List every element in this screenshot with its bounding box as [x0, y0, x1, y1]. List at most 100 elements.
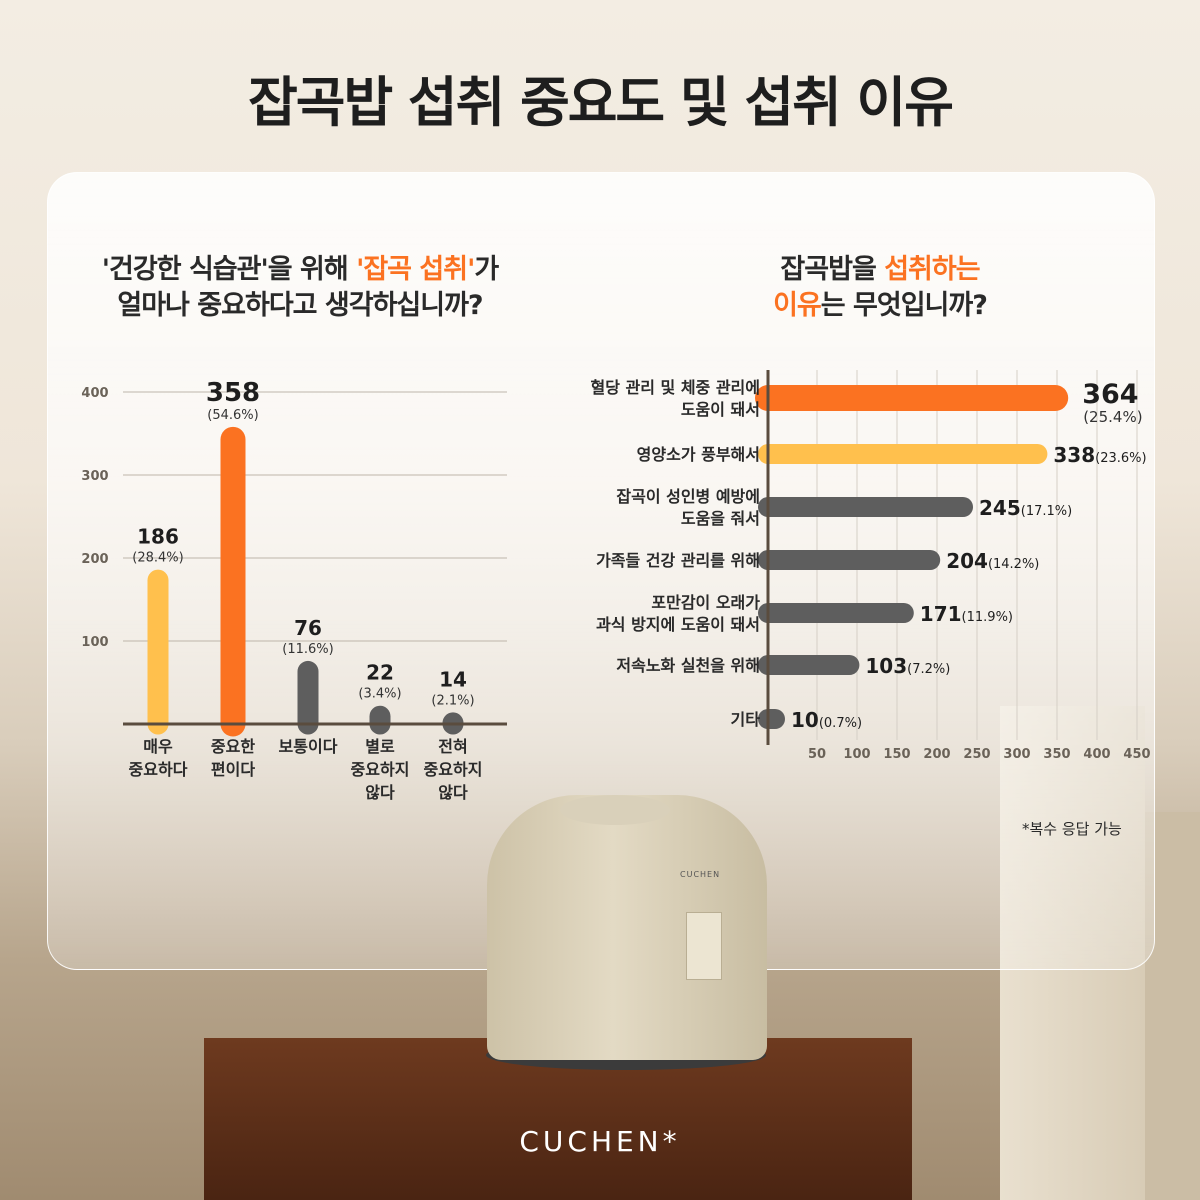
x-tick-label-line: 중요하지: [351, 760, 410, 779]
y-tick-label-line: 혈당 관리 및 체중 관리에: [591, 378, 760, 397]
y-tick-label-line: 잡곡이 성인병 예방에: [616, 487, 760, 506]
data-label-percent: (0.7%): [819, 716, 862, 731]
x-tick-label: 100: [843, 747, 870, 762]
x-tick-label: 50: [808, 747, 826, 762]
x-tick-label-line: 보통이다: [279, 737, 338, 756]
bar: [758, 603, 914, 623]
data-label: 10(0.7%): [791, 708, 862, 732]
bar: [758, 550, 941, 570]
y-tick-label: 저속노화 실천을 위해: [616, 656, 760, 675]
y-tick-label-line: 저속노화 실천을 위해: [616, 656, 760, 675]
data-label-percent: (54.6%): [207, 408, 258, 423]
x-tick-label-line: 중요하지: [424, 760, 483, 779]
bar: [297, 660, 319, 735]
y-tick-label: 영양소가 풍부해서: [637, 445, 760, 464]
data-label: 245(17.1%): [979, 496, 1072, 520]
x-tick-label: 450: [1123, 747, 1150, 762]
y-tick-label: 400: [81, 386, 108, 401]
data-label-value: 364: [1082, 379, 1138, 410]
x-tick-label: 200: [923, 747, 950, 762]
x-tick-label: 350: [1043, 747, 1070, 762]
x-tick-label-line: 않다: [365, 783, 395, 802]
right-title-part: 잡곡밥을: [780, 254, 885, 285]
data-label-value: 14: [439, 667, 467, 691]
data-label: 171(11.9%): [920, 602, 1013, 626]
data-label-percent: (14.2%): [988, 557, 1039, 572]
x-tick-label: 250: [963, 747, 990, 762]
rice-cooker-display: [686, 912, 722, 980]
footnote: *복수 응답 가능: [1022, 820, 1122, 838]
data-label-value: 186: [137, 525, 179, 549]
y-tick-label-line: 포만감이 오래가: [651, 593, 760, 612]
data-label-value: 338: [1053, 443, 1095, 467]
data-label-value: 358: [206, 378, 260, 408]
bar: [758, 709, 785, 729]
y-tick-label: 200: [81, 552, 108, 567]
x-tick-label-line: 별로: [365, 737, 395, 756]
data-label-percent: (17.1%): [1021, 504, 1072, 519]
y-tick-label-line: 가족들 건강 관리를 위해: [596, 551, 760, 570]
x-tick-label: 150: [883, 747, 910, 762]
y-tick-label-line: 기타: [731, 710, 761, 729]
data-label-percent: (23.6%): [1095, 451, 1146, 466]
y-tick-label-line: 과식 방지에 도움이 돼서: [596, 615, 760, 634]
bar: [369, 705, 391, 735]
data-label: 103(7.2%): [865, 654, 950, 678]
x-tick-label-line: 중요한: [211, 737, 255, 756]
right-title-highlight: 이유: [773, 290, 822, 321]
y-tick-label-line: 도움을 줘서: [681, 509, 760, 528]
left-title-line2: 얼마나 중요하다고 생각하십니까?: [117, 290, 483, 321]
left-title-part: '건강한 식습관'을 위해: [101, 254, 357, 285]
data-label-value: 22: [366, 661, 394, 685]
data-label-percent: (2.1%): [431, 693, 474, 708]
x-tick-label: 400: [1083, 747, 1110, 762]
y-tick-label-line: 도움이 돼서: [681, 400, 760, 419]
right-title-highlight: 섭취하는: [884, 254, 980, 285]
y-tick-label-line: 영양소가 풍부해서: [637, 445, 760, 464]
y-tick-label: 가족들 건강 관리를 위해: [596, 551, 760, 570]
bar: [755, 385, 1069, 411]
data-label-value: 76: [294, 616, 322, 640]
y-tick-label: 300: [81, 469, 108, 484]
data-label-percent: (7.2%): [907, 662, 950, 677]
left-chart-title: '건강한 식습관'을 위해 '잡곡 섭취'가 얼마나 중요하다고 생각하십니까?: [60, 252, 540, 324]
rice-cooker-image: [487, 795, 767, 1060]
data-label-percent: (11.9%): [962, 610, 1013, 625]
data-label-value: 245: [979, 496, 1021, 520]
data-label-value: 103: [865, 654, 907, 678]
bar: [758, 497, 973, 517]
y-tick-label: 기타: [731, 710, 761, 729]
left-title-highlight: '잡곡 섭취': [356, 254, 475, 285]
data-label-percent: (3.4%): [358, 687, 401, 702]
left-title-part: 가: [474, 254, 499, 285]
page-title: 잡곡밥 섭취 중요도 및 섭취 이유: [248, 71, 954, 134]
x-tick-label-line: 매우: [143, 737, 173, 756]
data-label-percent: (11.6%): [282, 642, 333, 657]
right-chart-title: 잡곡밥을 섭취하는 이유는 무엇입니까?: [680, 252, 1080, 324]
data-label: 204(14.2%): [946, 549, 1039, 573]
bar: [147, 569, 169, 735]
data-label-value: 10: [791, 708, 819, 732]
bar: [220, 426, 246, 737]
bar: [758, 655, 860, 675]
data-label: 338(23.6%): [1053, 443, 1146, 467]
x-tick-label-line: 편이다: [211, 760, 255, 779]
x-tick-label-line: 전혀: [438, 737, 467, 756]
data-label-value: 204: [946, 549, 988, 573]
x-tick-label-line: 중요하다: [129, 760, 188, 779]
data-label-value: 171: [920, 602, 962, 626]
rice-cooker-lid: [560, 795, 670, 825]
rice-cooker-logo: CUCHEN: [680, 870, 721, 879]
x-tick-label: 보통이다: [279, 737, 338, 756]
right-title-part: 는 무엇입니까?: [820, 290, 988, 321]
x-tick-label-line: 않다: [438, 783, 468, 802]
x-tick-label: 300: [1003, 747, 1030, 762]
y-tick-label: 100: [81, 635, 108, 650]
